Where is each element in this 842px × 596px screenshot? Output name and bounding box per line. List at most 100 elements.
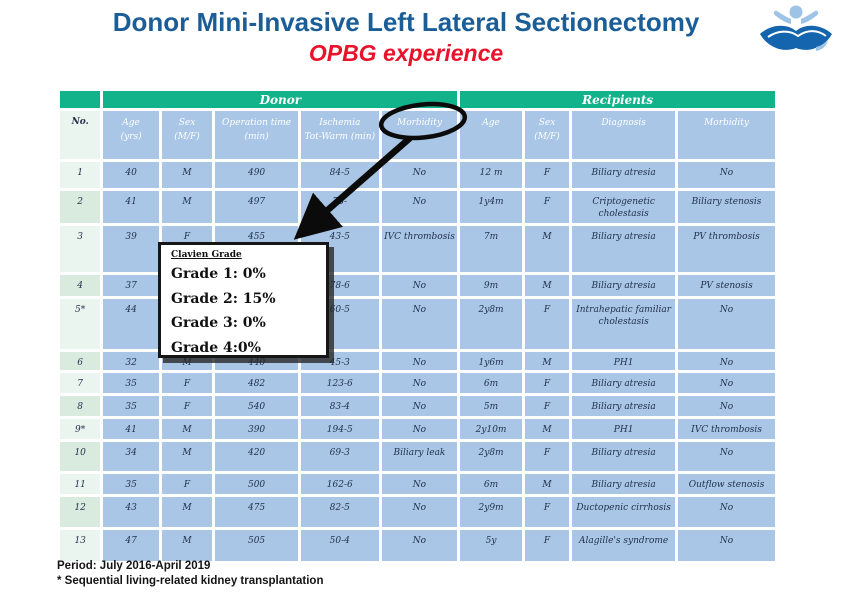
page-title: Donor Mini-Invasive Left Lateral Section… bbox=[112, 7, 700, 37]
cell-no: 1 bbox=[60, 162, 101, 188]
cell-d_morb: Biliary leak bbox=[381, 442, 458, 472]
cell-d_isch: 162-6 bbox=[300, 474, 379, 495]
cell-r_age: 2y8m bbox=[460, 299, 522, 349]
cell-r_diag: PH1 bbox=[572, 419, 676, 440]
clavien-grade-line: Grade 3: 0% bbox=[171, 315, 266, 331]
cell-d_isch: 50-4 bbox=[300, 530, 379, 562]
cell-r_age: 1y4m bbox=[460, 191, 522, 223]
cell-d_isch: 123-6 bbox=[300, 373, 379, 394]
cell-d_isch: 194-5 bbox=[300, 419, 379, 440]
clavien-grade-list: Grade 1: 0% Grade 2: 15% Grade 3: 0% Grade … bbox=[171, 262, 316, 360]
table-row: 7 35 F 482 123-6 No 6m F Biliary atresia No bbox=[60, 373, 775, 394]
cell-d_sex: F bbox=[161, 474, 213, 495]
col-header-operation-time: Operation time (min) bbox=[215, 111, 298, 159]
cell-d_isch: 69-3 bbox=[300, 442, 379, 472]
cell-no: 8 bbox=[60, 396, 101, 417]
clavien-grade-line: Grade 2: 15% bbox=[171, 290, 276, 307]
cell-r_diag: Biliary atresia bbox=[572, 226, 676, 272]
cell-r_sex: M bbox=[524, 419, 570, 440]
clavien-grade-line: Grade 1: 0% bbox=[171, 266, 266, 282]
col-header-ischemia: Ischemia Tot-Warm (min) bbox=[300, 111, 379, 159]
cell-r_morb: No bbox=[678, 373, 775, 394]
cell-d_morb: IVC thrombosis bbox=[381, 226, 458, 272]
cell-r_diag: Biliary atresia bbox=[572, 373, 676, 394]
cell-d_morb: No bbox=[381, 419, 458, 440]
cell-r_morb: No bbox=[678, 162, 775, 188]
column-header-row: No. Age (yrs) Sex (M/F) Operation time (… bbox=[60, 111, 775, 159]
col-header-no: No. bbox=[60, 111, 101, 159]
cell-r_morb: No bbox=[678, 497, 775, 528]
cell-d_age: 32 bbox=[103, 352, 159, 371]
cell-no: 7 bbox=[60, 373, 101, 394]
cell-d_op: 500 bbox=[215, 474, 298, 495]
cell-d_age: 35 bbox=[103, 474, 159, 495]
cell-d_sex: M bbox=[161, 442, 213, 472]
cell-r_sex: M bbox=[524, 474, 570, 495]
cell-r_sex: M bbox=[524, 226, 570, 272]
cell-no: 9* bbox=[60, 419, 101, 440]
cell-r_sex: F bbox=[524, 299, 570, 349]
cell-r_morb: No bbox=[678, 442, 775, 472]
table-row: 2 41 M 497 78- No 1y4m F Criptogenetic cholestas… bbox=[60, 191, 775, 223]
cell-d_op: 475 bbox=[215, 497, 298, 528]
cell-r_morb: IVC thrombosis bbox=[678, 419, 775, 440]
table-row: 9* 41 M 390 194-5 No 2y10m M PH1 IVC thrombosis bbox=[60, 419, 775, 440]
cell-r_age: 7m bbox=[460, 226, 522, 272]
cell-r_sex: M bbox=[524, 352, 570, 371]
cell-no: 6 bbox=[60, 352, 101, 371]
clavien-grade-callout: Clavien Grade Grade 1: 0% Grade 2: 15% Gra… bbox=[158, 242, 329, 358]
cell-r_sex: F bbox=[524, 497, 570, 528]
cell-d_sex: M bbox=[161, 191, 213, 223]
cell-d_morb: No bbox=[381, 275, 458, 296]
cell-d_age: 47 bbox=[103, 530, 159, 562]
cell-d_sex: M bbox=[161, 162, 213, 188]
cell-d_age: 40 bbox=[103, 162, 159, 188]
cell-r_age: 6m bbox=[460, 373, 522, 394]
table-row: 12 43 M 475 82-5 No 2y9m F Ductopenic cirrhosis N… bbox=[60, 497, 775, 528]
cell-d_morb: No bbox=[381, 162, 458, 188]
cell-no: 11 bbox=[60, 474, 101, 495]
cell-d_sex: F bbox=[161, 373, 213, 394]
cell-r_sex: F bbox=[524, 373, 570, 394]
col-header-donor-age: Age (yrs) bbox=[103, 111, 159, 159]
cell-d_sex: M bbox=[161, 530, 213, 562]
cell-d_op: 490 bbox=[215, 162, 298, 188]
group-header-recipients: Recipients bbox=[460, 91, 775, 108]
cell-r_sex: F bbox=[524, 530, 570, 562]
cell-r_sex: F bbox=[524, 442, 570, 472]
cell-r_age: 5m bbox=[460, 396, 522, 417]
cell-d_isch: 84-5 bbox=[300, 162, 379, 188]
cropped-title-remnant: Donor Mini-Invasive Left Lateral Section… bbox=[88, 0, 658, 7]
cell-r_morb: No bbox=[678, 396, 775, 417]
cell-r_morb: No bbox=[678, 352, 775, 371]
cell-no: 13 bbox=[60, 530, 101, 562]
cell-r_morb: PV stenosis bbox=[678, 275, 775, 296]
cell-d_age: 35 bbox=[103, 396, 159, 417]
cell-r_sex: F bbox=[524, 162, 570, 188]
period-note: Period: July 2016-April 2019 bbox=[57, 560, 211, 572]
page-subtitle: OPBG experience bbox=[308, 40, 504, 66]
cell-d_age: 44 bbox=[103, 299, 159, 349]
cell-d_op: 420 bbox=[215, 442, 298, 472]
cell-r_morb: Biliary stenosis bbox=[678, 191, 775, 223]
cell-d_morb: No bbox=[381, 474, 458, 495]
cell-r_diag: Alagille's syndrome bbox=[572, 530, 676, 562]
cell-d_sex: F bbox=[161, 396, 213, 417]
group-header-spacer bbox=[60, 91, 101, 108]
cell-r_diag: Intrahepatic familiar cholestasis bbox=[572, 299, 676, 349]
col-header-recipient-morbidity: Morbidity bbox=[678, 111, 775, 159]
cell-r_diag: Biliary atresia bbox=[572, 162, 676, 188]
footer-notes: Period: July 2016-April 2019 * Sequentia… bbox=[57, 559, 323, 589]
cell-no: 2 bbox=[60, 191, 101, 223]
cell-no: 4 bbox=[60, 275, 101, 296]
group-header-row: Donor Recipients bbox=[60, 91, 775, 108]
cell-r_morb: Outflow stenosis bbox=[678, 474, 775, 495]
cell-r_morb: No bbox=[678, 530, 775, 562]
cell-r_age: 2y10m bbox=[460, 419, 522, 440]
cell-d_op: 505 bbox=[215, 530, 298, 562]
cell-d_age: 35 bbox=[103, 373, 159, 394]
asterisk-note: * Sequential living-related kidney trans… bbox=[57, 574, 324, 587]
cell-no: 3 bbox=[60, 226, 101, 272]
cell-d_morb: No bbox=[381, 299, 458, 349]
